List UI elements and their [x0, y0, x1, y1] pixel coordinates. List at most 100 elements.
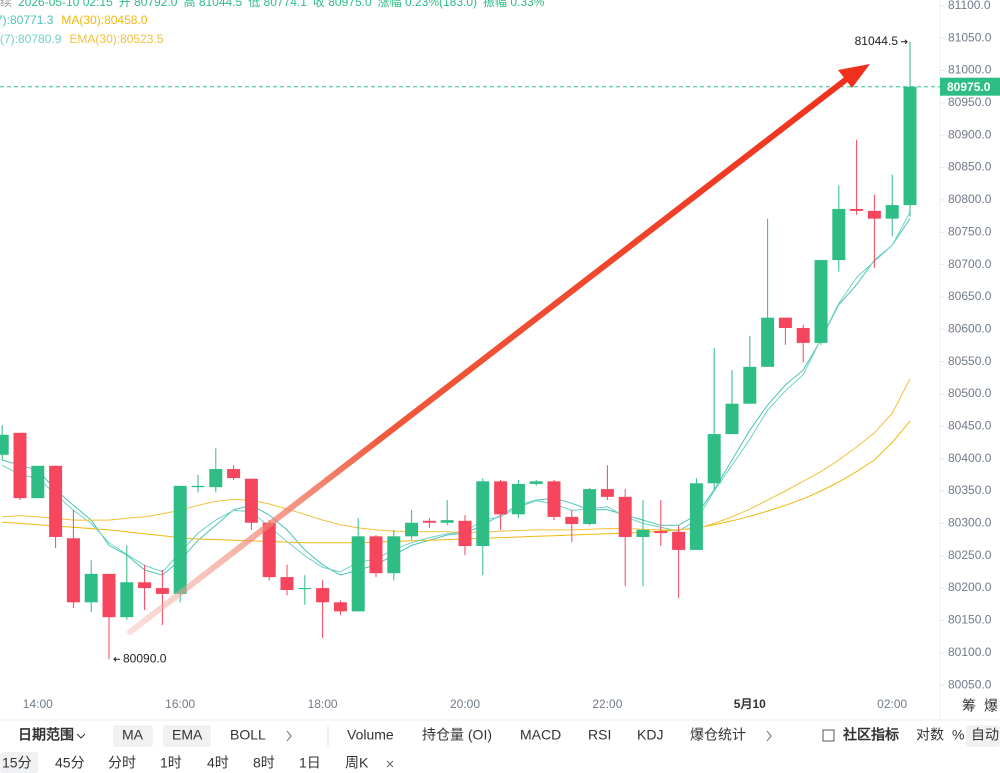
candle-body	[672, 531, 686, 550]
close-icon[interactable]	[386, 760, 394, 768]
interval[interactable]: 周K	[345, 755, 369, 771]
candle-body	[761, 317, 775, 367]
candle-body	[387, 536, 401, 574]
indicator-legend: EMA(7):80780.9	[0, 32, 62, 46]
candle-body	[173, 485, 187, 594]
auto-toggle[interactable]: 自动	[971, 727, 999, 743]
candle-body	[262, 522, 276, 578]
high-pointer	[901, 39, 908, 45]
x-tick-label: 14:00	[23, 697, 53, 711]
candle-body	[227, 469, 241, 479]
community-indicators[interactable]: 社区指标	[842, 727, 899, 743]
toolbar: 日期范围 MA EMA BOLL Volume 持仓量 (OI) MACD RS…	[0, 725, 1000, 773]
y-tick-label: 80600.0	[948, 321, 992, 335]
candle-body	[49, 465, 63, 537]
candle-body	[778, 317, 792, 329]
indicator-legend: EMA(30):80523.5	[69, 32, 163, 46]
y-tick-label: 80400.0	[948, 451, 992, 465]
interval[interactable]: 8时	[253, 755, 275, 771]
y-tick-label: 81050.0	[948, 30, 992, 44]
y-tick-label: 80100.0	[948, 645, 992, 659]
candle-body	[867, 210, 881, 219]
indicator[interactable]: EMA	[172, 727, 203, 743]
edit-icon	[822, 729, 835, 742]
pill	[0, 752, 38, 773]
chevron[interactable]	[766, 730, 772, 742]
header-item: 低 80774.1	[248, 0, 307, 9]
interval[interactable]: 1时	[160, 755, 182, 771]
candle-body	[13, 432, 27, 499]
interval[interactable]: 4时	[207, 755, 229, 771]
candle-body	[885, 205, 899, 219]
candle-body	[654, 531, 668, 534]
y-tick-label: 80900.0	[948, 127, 992, 141]
x-tick-label: 5月10	[734, 697, 766, 711]
indicator[interactable]: 爆仓统计	[690, 727, 746, 743]
y-tick-label: 80700.0	[948, 257, 992, 271]
indicator[interactable]: BOLL	[230, 727, 266, 743]
candle-body	[796, 328, 810, 343]
candle-body	[583, 489, 597, 525]
date-range[interactable]: 日期范围	[18, 727, 74, 743]
candle-body	[440, 520, 454, 523]
candle-body	[814, 260, 828, 343]
candle-body	[529, 481, 543, 484]
y-tick-label: 80750.0	[948, 224, 992, 238]
y-tick-label: 81000.0	[948, 63, 992, 77]
candle-body	[84, 573, 98, 603]
indicator-line	[2, 420, 911, 544]
candle-body	[743, 366, 757, 404]
x-tick-label: 18:00	[308, 697, 338, 711]
interval[interactable]: 1日	[299, 755, 321, 771]
chevron[interactable]	[286, 730, 292, 742]
candle-body	[244, 478, 258, 523]
indicator[interactable]: KDJ	[637, 727, 663, 743]
interval[interactable]: 45分	[55, 755, 85, 771]
indicator[interactable]: MACD	[520, 727, 561, 743]
y-tick-label: 80300.0	[948, 516, 992, 530]
log-toggle[interactable]: 对数	[916, 727, 944, 743]
x-tick-label: 02:00	[877, 697, 907, 711]
header-item: 续	[0, 0, 12, 9]
header-item: 振幅 0.33%	[483, 0, 545, 9]
axis-tool[interactable]: 筹	[962, 698, 976, 714]
candle-body	[636, 529, 650, 537]
candle-body	[832, 208, 846, 261]
indicator[interactable]: 持仓量 (OI)	[422, 727, 492, 743]
y-tick-label: 80350.0	[948, 483, 992, 497]
plot: 81044.5 80090.0	[0, 34, 940, 665]
percent-toggle[interactable]: %	[952, 727, 964, 743]
indicator[interactable]: Volume	[347, 727, 394, 743]
x-axis: 14:00 16:00 18:00 20:00 22:00 5月10 02:00	[23, 697, 908, 711]
candle-body	[707, 434, 721, 484]
low-label: 80090.0	[123, 651, 167, 665]
indicator[interactable]: RSI	[588, 727, 611, 743]
candle-body	[155, 588, 169, 594]
candle-body	[102, 573, 116, 618]
y-tick-label: 80050.0	[948, 677, 992, 691]
candle-body	[903, 86, 917, 206]
candle-body	[120, 582, 134, 618]
header-item: 收 80975.0	[313, 0, 372, 9]
candle-body	[600, 489, 614, 497]
candle-body	[351, 536, 365, 612]
candle-body	[31, 465, 45, 499]
header: 续 2026-05-10 02:15 开 80792.0 高 81044.5 低 807…	[0, 0, 545, 46]
candle-body	[316, 588, 330, 603]
y-tick-label: 80950.0	[948, 95, 992, 109]
y-tick-label: 80850.0	[948, 160, 992, 174]
candle-body	[476, 481, 490, 547]
interval[interactable]: 15分	[2, 755, 32, 771]
x-tick-label: 16:00	[165, 697, 195, 711]
axis-tool[interactable]: 爆	[984, 698, 998, 714]
indicator-legend: MA(30):80458.0	[61, 13, 147, 27]
candle-body	[298, 588, 312, 590]
y-tick-label: 81100.0	[948, 0, 991, 12]
candle-body	[138, 582, 152, 589]
interval[interactable]: 分时	[108, 755, 136, 771]
candle-body	[422, 520, 436, 523]
indicator[interactable]: MA	[122, 727, 144, 743]
candle-body	[66, 538, 80, 603]
candle-body	[725, 403, 739, 435]
